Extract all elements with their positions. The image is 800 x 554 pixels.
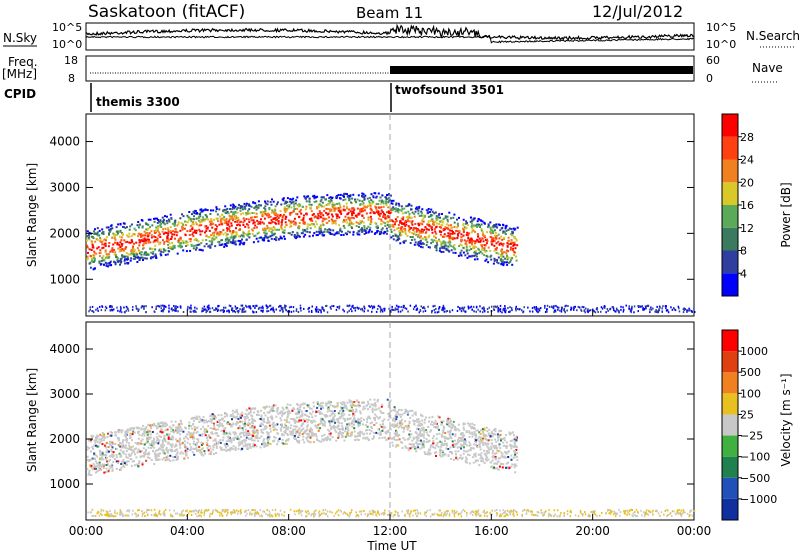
colorbar-tick: −25 [740,430,763,443]
ytick-label: 1000 [49,477,80,491]
velocity-panel: Slant Range [km] 1000 2000 3000 4000 00:00 0… [25,310,793,553]
colorbar-segment [722,435,738,457]
xtick-label: 00:00 [69,524,104,538]
colorbar-tick: 16 [740,199,754,212]
ytick-label: 2000 [49,226,80,240]
colorbar-tick: 28 [740,131,754,144]
xtick-label: 08:00 [271,524,306,538]
colorbar-segment [722,393,738,415]
colorbar-segment [722,136,738,160]
velocity-ylabel: Slant Range [km] [25,368,39,472]
colorbar-tick: 25 [740,408,754,421]
colorbar-tick: 100 [740,387,761,400]
cpid-label: CPID [4,87,36,101]
xtick-label: 16:00 [474,524,509,538]
colorbar-segment [722,372,738,394]
nave-label: Nave [752,61,783,75]
colorbar-segment [722,114,738,137]
colorbar-tick: 24 [740,154,754,167]
colorbar-segment [722,205,738,228]
noise-right-label: N.Search [746,29,800,43]
velocity-colorbar: 1000 500 100 25 −25 −100 −500 −1000 [721,329,777,521]
freq-ytick-bottom: 8 [68,72,75,85]
noise-ylabel: N.Sky [3,31,37,45]
cpid-segment-2: twofsound 3501 [395,83,504,97]
ytick-label: 4000 [49,135,80,149]
xtick-label: 00:00 [677,524,712,538]
colorbar-tick: 4 [740,267,747,280]
frequency-panel: Freq. [MHz] 18 8 60 0 Nave [2,54,783,85]
colorbar-tick: −1000 [740,493,777,506]
ytick-label: 1000 [49,272,80,286]
colorbar-segment [722,182,738,205]
colorbar-tick: 12 [740,222,754,235]
colorbar-segment [722,227,738,251]
power-cbar-label: Power [dB] [779,182,793,247]
cpid-panel: CPID themis 3300 twofsound 3501 [4,83,504,112]
colorbar-segment [722,351,738,373]
xtick-label: 04:00 [170,524,205,538]
colorbar-tick: −100 [740,451,770,464]
colorbar-segment [722,477,738,499]
colorbar-segment [722,159,738,183]
xtick-label: 12:00 [373,524,408,538]
colorbar-segment [722,456,738,478]
colorbar-segment [722,498,738,520]
cpid-segment-1: themis 3300 [96,95,180,109]
nave-ytick-bottom: 0 [706,72,713,85]
noise-ytick-right-bottom: 10^0 [706,38,736,51]
velocity-scatter [86,398,696,518]
noise-search-line [85,35,695,44]
colorbar-tick: 20 [740,176,754,189]
power-scatter [86,192,696,314]
colorbar-tick: 500 [740,366,761,379]
station-title: Saskatoon (fitACF) [88,2,245,22]
xtick-label: 20:00 [575,524,610,538]
freq-ylabel: Freq. [8,55,38,69]
power-colorbar: 4 8 12 16 20 24 28 [721,113,754,297]
colorbar-segment [722,273,738,296]
ytick-label: 3000 [49,387,80,401]
freq-yunit: [MHz] [2,67,37,81]
noise-ytick-bottom: 10^0 [52,38,82,51]
nave-band [390,66,693,74]
noise-ytick-top: 10^5 [52,21,82,34]
power-ylabel: Slant Range [km] [25,163,39,267]
ytick-label: 4000 [49,342,80,356]
colorbar-tick: −500 [740,472,770,485]
noise-sky-line [85,23,695,41]
ytick-label: 2000 [49,432,80,446]
nave-ytick-top: 60 [706,54,720,67]
freq-ytick-top: 18 [64,54,78,67]
velocity-xlabel: Time UT [366,539,417,553]
colorbar-segment [722,414,738,436]
colorbar-tick: 1000 [740,345,768,358]
power-panel: Slant Range [km] 1000 2000 3000 4000 4 8 12 16… [25,113,793,317]
date-title: 12/Jul/2012 [592,2,683,21]
colorbar-tick: 8 [740,245,747,258]
ytick-label: 3000 [49,180,80,194]
velocity-cbar-label: Velocity [m s⁻¹] [779,373,793,466]
noise-panel: N.Sky 10^5 10^0 10^5 10^0 N.Search [3,21,800,51]
colorbar-segment [722,330,738,352]
beam-title: Beam 11 [356,4,423,22]
noise-ytick-right-top: 10^5 [706,21,736,34]
colorbar-segment [722,250,738,274]
